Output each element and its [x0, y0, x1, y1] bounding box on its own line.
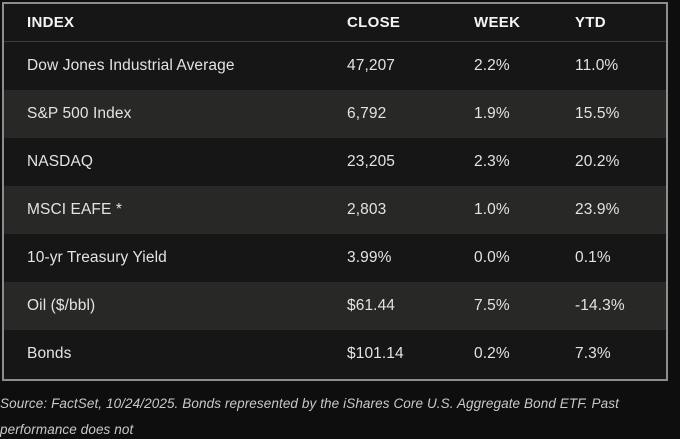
ytd-value-cell: 20.2%	[575, 153, 620, 170]
source-disclaimer-line1: Source: FactSet, 10/24/2025. Bonds repre…	[0, 396, 619, 437]
close-value-cell: 23,205	[347, 153, 396, 170]
index-name-cell: Oil ($/bbl)	[27, 297, 96, 314]
week-value-cell: 1.9%	[474, 105, 510, 122]
week-value-cell: 2.3%	[474, 153, 510, 170]
week-value-cell: 0.2%	[474, 345, 510, 362]
index-name-cell: MSCI EAFE *	[27, 201, 122, 218]
close-value-cell: 3.99%	[347, 249, 392, 266]
index-name-cell: NASDAQ	[27, 153, 94, 170]
table-row: S&P 500 Index 6,792 1.9% 15.5%	[4, 90, 666, 138]
table-row: NASDAQ 23,205 2.3% 20.2%	[4, 138, 666, 186]
table-row: Oil ($/bbl) $61.44 7.5% -14.3%	[4, 282, 666, 330]
index-name-cell: S&P 500 Index	[27, 105, 132, 122]
index-performance-table: INDEX CLOSE WEEK YTD Dow Jones Industria…	[2, 2, 668, 381]
table-row: Dow Jones Industrial Average 47,207 2.2%…	[4, 42, 666, 90]
column-header-index: INDEX	[27, 14, 75, 31]
week-value-cell: 2.2%	[474, 57, 510, 74]
ytd-value-cell: 0.1%	[575, 249, 611, 266]
ytd-value-cell: 23.9%	[575, 201, 620, 218]
index-name-cell: 10-yr Treasury Yield	[27, 249, 167, 266]
week-value-cell: 0.0%	[474, 249, 510, 266]
table-row: MSCI EAFE * 2,803 1.0% 23.9%	[4, 186, 666, 234]
week-value-cell: 7.5%	[474, 297, 510, 314]
column-header-ytd: YTD	[575, 14, 606, 31]
column-header-close: CLOSE	[347, 14, 401, 31]
table-row: 10-yr Treasury Yield 3.99% 0.0% 0.1%	[4, 234, 666, 282]
close-value-cell: $61.44	[347, 297, 396, 314]
close-value-cell: 6,792	[347, 105, 387, 122]
ytd-value-cell: -14.3%	[575, 297, 625, 314]
close-value-cell: 2,803	[347, 201, 387, 218]
ytd-value-cell: 15.5%	[575, 105, 620, 122]
table-row: Bonds $101.14 0.2% 7.3%	[4, 330, 666, 378]
ytd-value-cell: 7.3%	[575, 345, 611, 362]
table-header-row: INDEX CLOSE WEEK YTD	[4, 4, 666, 42]
source-disclaimer-note: Source: FactSet, 10/24/2025. Bonds repre…	[0, 391, 672, 439]
index-name-cell: Bonds	[27, 345, 72, 362]
column-header-week: WEEK	[474, 14, 521, 31]
close-value-cell: 47,207	[347, 57, 396, 74]
ytd-value-cell: 11.0%	[575, 57, 619, 74]
index-name-cell: Dow Jones Industrial Average	[27, 57, 235, 74]
week-value-cell: 1.0%	[474, 201, 510, 218]
close-value-cell: $101.14	[347, 345, 404, 362]
